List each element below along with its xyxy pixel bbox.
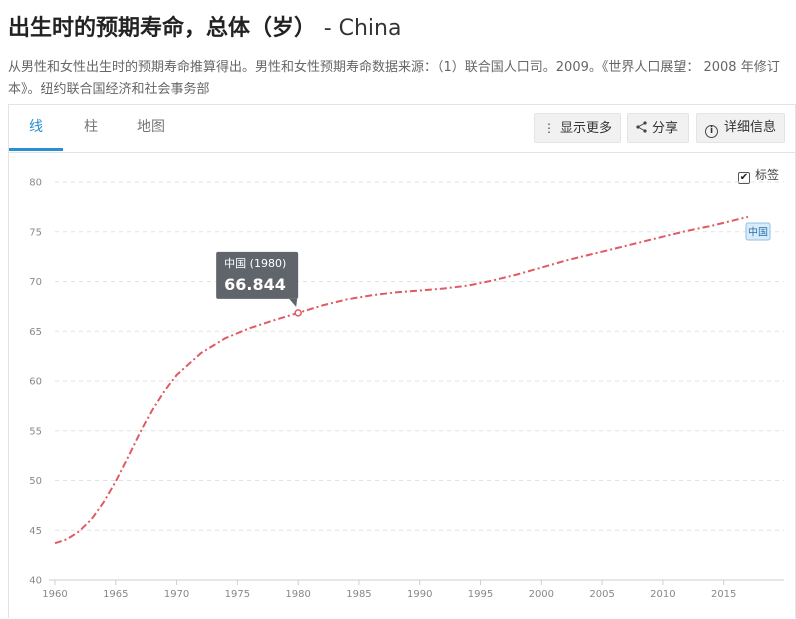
y-tick-label: 65 — [29, 327, 42, 338]
labels-toggle-label: 标签 — [755, 168, 780, 182]
vertical-dots-icon: ⋮ — [543, 121, 555, 135]
x-tick-label: 1970 — [164, 589, 189, 600]
y-tick-label: 60 — [29, 377, 42, 388]
y-tick-label: 75 — [29, 227, 42, 238]
series-line-china — [54, 215, 749, 545]
tooltip-value: 66.844 — [224, 275, 286, 294]
share-label: 分享 — [652, 121, 679, 136]
y-tick-label: 55 — [29, 426, 42, 437]
details-button[interactable]: i 详细信息 — [696, 113, 785, 143]
show-more-label: 显示更多 — [560, 121, 613, 136]
tab-bar[interactable]: 柱 — [84, 119, 98, 135]
share-icon — [636, 114, 647, 142]
life-expectancy-chart: 40 45 50 55 60 65 70 75 80 1960 1965 1970 1975 1980 19… — [29, 178, 784, 600]
x-tick-label: 2015 — [711, 589, 736, 600]
share-button[interactable]: 分享 — [627, 113, 689, 143]
x-tick-label: 1965 — [103, 589, 128, 600]
end-label-box — [745, 222, 771, 241]
y-tick-label: 50 — [29, 476, 42, 487]
info-icon: i — [705, 125, 718, 138]
x-tick-label: 1960 — [42, 589, 67, 600]
show-more-button[interactable]: ⋮ 显示更多 — [534, 113, 621, 143]
tab-map[interactable]: 地图 — [137, 119, 165, 135]
chart-panel: 线 柱 地图 ⋮ 显示更多 分享 i 详细信息 ✔ 标签 40 45 50 55 60 65 70… — [8, 104, 796, 618]
indicator-title: 出生时的预期寿命，总体（岁） — [8, 16, 317, 41]
x-tick-label: 1985 — [346, 589, 371, 600]
labels-checkbox[interactable]: ✔ — [738, 172, 750, 184]
x-tick-label: 2000 — [529, 589, 554, 600]
y-tick-label: 70 — [29, 277, 42, 288]
x-tick-label: 2005 — [589, 589, 614, 600]
x-tick-label: 2010 — [650, 589, 675, 600]
tooltip-point-marker — [294, 309, 302, 317]
page-title: 出生时的预期寿命，总体（岁） - China — [8, 10, 401, 42]
indicator-description: 从男性和女性出生时的预期寿命推算得出。男性和女性预期寿命数据来源：（1）联合国人… — [8, 60, 780, 97]
y-tick-label: 45 — [29, 526, 42, 537]
chart-type-tabs: 线 柱 地图 ⋮ 显示更多 分享 i 详细信息 — [9, 105, 795, 153]
details-label: 详细信息 — [724, 120, 777, 135]
x-tick-label: 1980 — [285, 589, 310, 600]
labels-toggle[interactable]: ✔ 标签 — [738, 166, 779, 184]
x-tick-label: 1975 — [225, 589, 250, 600]
tooltip-label: 中国 (1980) — [224, 257, 286, 270]
y-tick-label: 80 — [29, 178, 42, 189]
end-label-china: 中国 — [748, 226, 768, 239]
tab-line[interactable]: 线 — [9, 105, 63, 151]
x-tick-label: 1990 — [407, 589, 432, 600]
tooltip-pointer — [289, 298, 298, 307]
tooltip-box — [216, 251, 299, 299]
y-tick-label: 40 — [29, 576, 42, 587]
x-tick-label: 1995 — [468, 589, 493, 600]
country-name: - China — [323, 16, 402, 41]
